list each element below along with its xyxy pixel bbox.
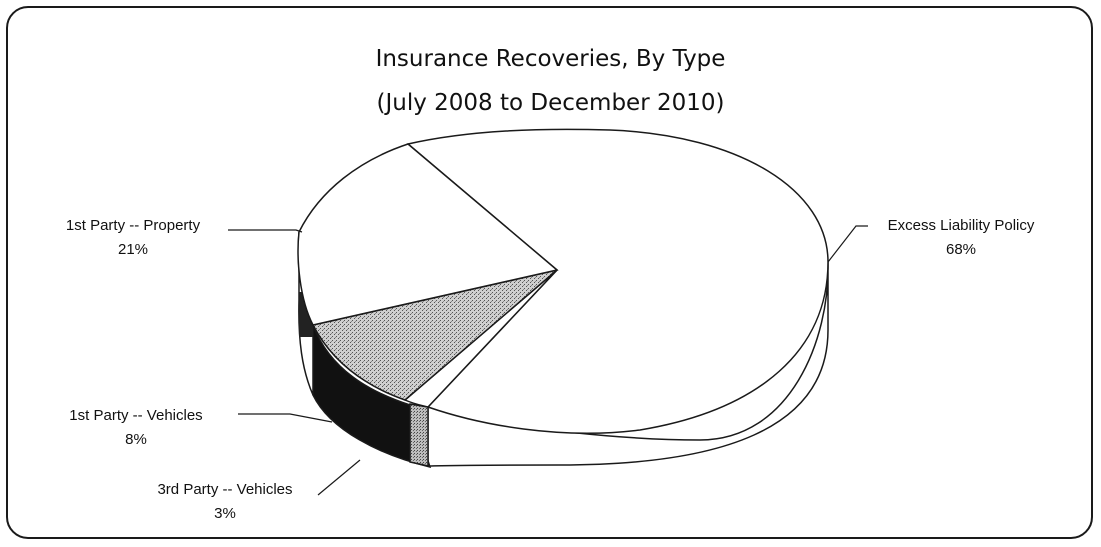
label-excess-liability-value: 68% xyxy=(945,241,977,258)
label-1st-party-property-value: 21% xyxy=(117,241,149,258)
chart-subtitle: (July 2008 to December 2010) xyxy=(376,90,725,116)
label-1st-party-vehicles: 1st Party -- Vehicles 8% xyxy=(36,404,236,452)
leader-1st-party-property xyxy=(228,229,303,233)
leader-1st-party-vehicles xyxy=(238,413,333,423)
chart-title: Insurance Recoveries, By Type xyxy=(375,46,726,72)
slice-wall-1st-party-vehicles xyxy=(312,324,432,469)
label-1st-party-vehicles-name: 1st Party -- Vehicles xyxy=(69,407,203,424)
label-3rd-party-vehicles-value: 3% xyxy=(214,505,236,522)
label-excess-liability: Excess Liability Policy 68% xyxy=(858,214,1064,262)
label-1st-party-property-name: 1st Party -- Property xyxy=(65,217,201,234)
slice-wall-3rd-party-vehicles xyxy=(409,403,429,467)
leader-excess-liability xyxy=(827,225,868,263)
leader-3rd-party-vehicles xyxy=(317,459,361,496)
label-3rd-party-vehicles: 3rd Party -- Vehicles 3% xyxy=(130,478,320,526)
label-1st-party-vehicles-value: 8% xyxy=(125,431,147,448)
label-3rd-party-vehicles-name: 3rd Party -- Vehicles xyxy=(157,481,293,498)
label-excess-liability-name: Excess Liability Policy xyxy=(887,217,1035,234)
slice-1st-party-vehicles xyxy=(311,269,558,401)
slice-1st-party-property xyxy=(297,143,559,326)
label-1st-party-property: 1st Party -- Property 21% xyxy=(36,214,230,262)
